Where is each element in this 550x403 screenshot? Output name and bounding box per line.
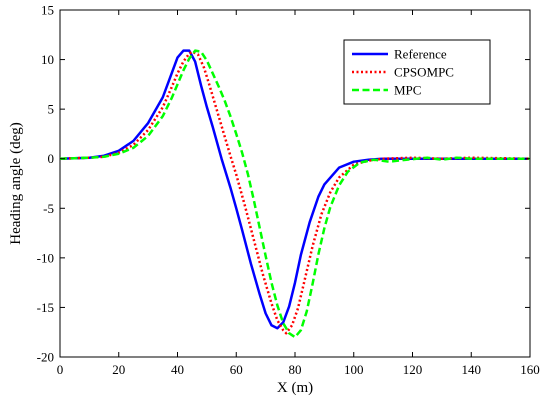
legend-label: CPSOMPC: [394, 65, 454, 80]
series-layer: [59, 49, 531, 339]
x-tick-label: 0: [57, 362, 64, 377]
x-tick-label: 140: [462, 362, 482, 377]
y-tick-label: 0: [48, 151, 55, 166]
legend-label: MPC: [394, 83, 421, 98]
x-tick-label: 80: [289, 362, 302, 377]
x-tick-label: 160: [520, 362, 540, 377]
legend-label: Reference: [394, 47, 447, 62]
y-tick-label: -15: [37, 300, 54, 315]
ticks-layer: 0 20 40 60 80 100 120 140 160 -20 -15 -10 -5 0 5 10 15: [37, 3, 540, 378]
series-line-mpc: [59, 49, 530, 339]
series-line-cpsompc: [59, 50, 531, 335]
y-tick-label: -5: [43, 201, 54, 216]
y-tick-label: -20: [37, 350, 54, 365]
legend: Reference CPSOMPC MPC: [343, 39, 491, 105]
y-tick-label: 5: [48, 102, 55, 117]
series-line-reference: [59, 49, 530, 330]
x-tick-label: 20: [112, 362, 125, 377]
y-tick-label: 10: [41, 52, 54, 67]
y-axis-label: Heading angle (deg): [8, 122, 24, 244]
legend-box: [343, 39, 491, 105]
y-tick-label: -10: [37, 250, 54, 265]
x-tick-label: 120: [403, 362, 423, 377]
x-tick-label: 100: [344, 362, 364, 377]
x-tick-label: 60: [230, 362, 243, 377]
y-tick-label: 15: [41, 3, 54, 18]
x-tick-label: 40: [171, 362, 184, 377]
x-axis-label: X (m): [277, 380, 313, 396]
